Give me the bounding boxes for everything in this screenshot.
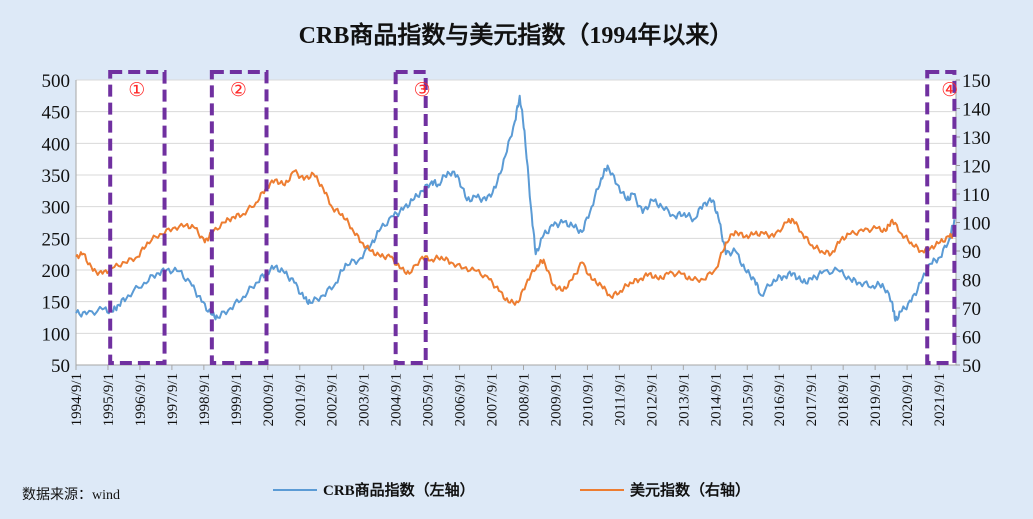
- highlight-box-label: ②: [230, 79, 247, 101]
- series-line-crb-index: [75, 94, 956, 322]
- chart-title: CRB商品指数与美元指数（1994年以来）: [299, 21, 734, 49]
- y-right-tick-label: 60: [962, 328, 981, 349]
- y-right-tick-label: 80: [962, 271, 981, 292]
- y-left-tick-label: 350: [42, 166, 71, 187]
- x-tick-label: 2015/9/1: [740, 373, 756, 426]
- y-left-tick-label: 450: [42, 103, 71, 124]
- y-right-tick-label: 70: [962, 299, 981, 320]
- x-tick-label: 1996/9/1: [133, 373, 149, 426]
- x-tick-label: 2014/9/1: [708, 373, 724, 426]
- legend-label: 美元指数（右轴）: [630, 481, 750, 499]
- y-right-tick-label: 50: [962, 356, 981, 377]
- x-tick-label: 2021/9/1: [932, 373, 948, 426]
- x-tick-label: 2001/9/1: [293, 373, 309, 426]
- x-tick-label: 1999/9/1: [229, 373, 245, 426]
- x-tick-label: 2003/9/1: [357, 373, 373, 426]
- x-tick-label: 2013/9/1: [676, 373, 692, 426]
- x-tick-label: 2019/9/1: [868, 373, 884, 426]
- y-left-tick-label: 500: [42, 71, 71, 92]
- x-tick-label: 2007/9/1: [485, 373, 501, 426]
- highlight-box-label: ①: [128, 79, 145, 101]
- highlight-box: [925, 70, 957, 365]
- source-note: 数据来源：wind: [22, 487, 120, 503]
- series-layer: [75, 94, 956, 322]
- plot-area: [76, 80, 956, 365]
- y-left-tick-label: 150: [42, 293, 71, 314]
- highlight-box-label: ④: [941, 79, 958, 101]
- y-right-tick-label: 110: [962, 185, 990, 206]
- y-axis-right: 150 140 130 120 110 100 90 80 70 60 50: [955, 71, 991, 377]
- y-left-tick-label: 300: [42, 198, 71, 219]
- highlight-periods: ① ② ③ ④: [108, 70, 958, 365]
- series-line-usd-index: [75, 169, 956, 306]
- y-right-tick-label: 130: [962, 128, 991, 149]
- legend: CRB商品指数（左轴） 美元指数（右轴）: [273, 481, 750, 499]
- x-tick-label: 2000/9/1: [261, 373, 277, 426]
- x-tick-label: 1997/9/1: [165, 373, 181, 426]
- x-tick-label: 2008/9/1: [517, 373, 533, 426]
- highlight-box: [108, 70, 167, 365]
- highlight-box: [209, 70, 269, 365]
- x-tick-label: 2005/9/1: [421, 373, 437, 426]
- x-tick-label: 2009/9/1: [548, 373, 564, 426]
- y-left-tick-label: 400: [42, 134, 71, 155]
- y-left-tick-label: 50: [51, 356, 70, 377]
- highlight-box-label: ③: [414, 79, 431, 101]
- y-right-tick-label: 90: [962, 242, 981, 263]
- x-tick-label: 2017/9/1: [804, 373, 820, 426]
- y-right-tick-label: 120: [962, 157, 991, 178]
- legend-label: CRB商品指数（左轴）: [323, 481, 475, 499]
- x-tick-label: 2006/9/1: [453, 373, 469, 426]
- x-tick-label: 2002/9/1: [325, 373, 341, 426]
- y-left-tick-label: 250: [42, 229, 71, 250]
- x-tick-label: 2020/9/1: [900, 373, 916, 426]
- x-tick-label: 2010/9/1: [580, 373, 596, 426]
- x-tick-label: 2018/9/1: [836, 373, 852, 426]
- x-tick-label: 2004/9/1: [389, 373, 405, 426]
- x-tick-label: 2016/9/1: [772, 373, 788, 426]
- y-left-tick-label: 200: [42, 261, 71, 282]
- y-axis-left: 500 450 400 350 300 250 200 150 100 50: [42, 71, 77, 377]
- y-left-tick-label: 100: [42, 324, 71, 345]
- x-tick-label: 2012/9/1: [644, 373, 660, 426]
- x-tick-label: 1994/9/1: [69, 373, 85, 426]
- x-tick-label: 1998/9/1: [197, 373, 213, 426]
- y-right-tick-label: 150: [962, 71, 991, 92]
- y-right-tick-label: 100: [962, 214, 991, 235]
- x-axis: 1994/9/1 1995/9/1 1996/9/1 1997/9/1 1998/9/1…: [69, 364, 956, 426]
- highlight-box: [393, 70, 428, 365]
- x-tick-label: 1995/9/1: [101, 373, 117, 426]
- y-right-tick-label: 140: [962, 100, 991, 121]
- x-tick-label: 2011/9/1: [612, 373, 628, 426]
